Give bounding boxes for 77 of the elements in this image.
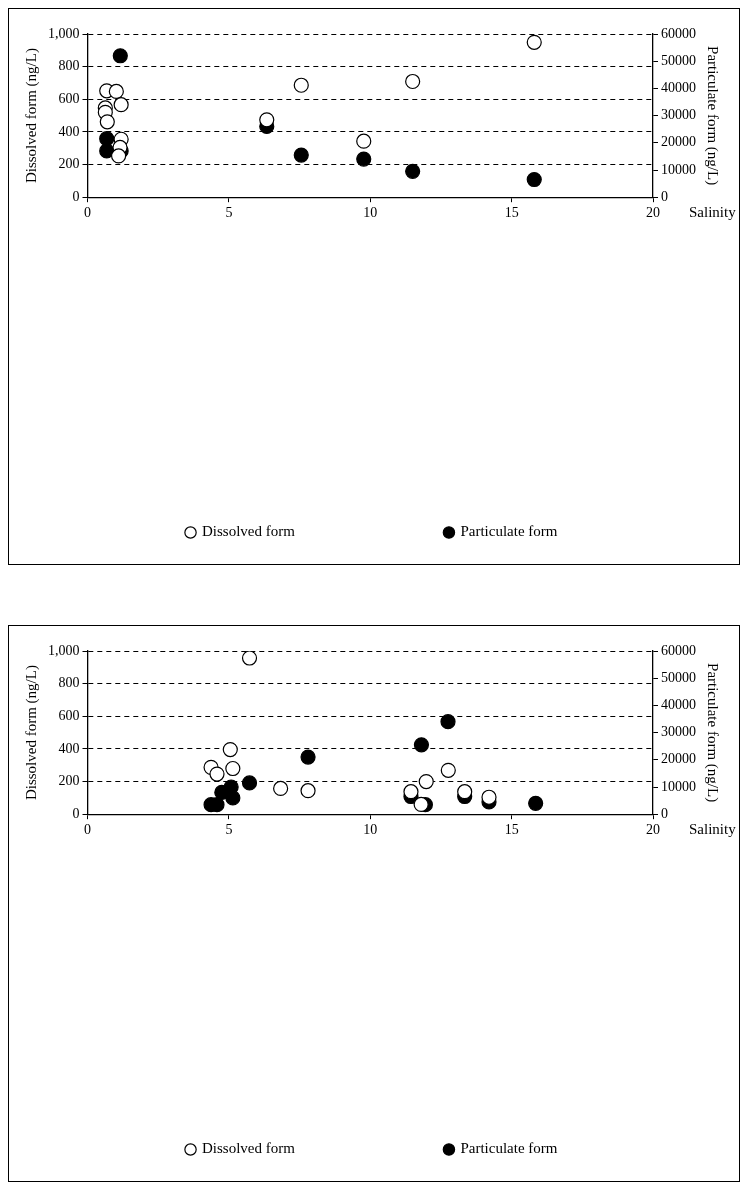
point — [440, 714, 456, 730]
y-tick-label: 200 — [58, 773, 80, 789]
point — [405, 163, 421, 179]
y-axis-title: Dissolved form (ng/L) — [22, 48, 40, 184]
y-tick-label: 800 — [58, 675, 80, 691]
legend-label: Dissolved form — [202, 1140, 296, 1157]
y-tick-label: 600 — [58, 707, 80, 723]
point — [112, 48, 128, 64]
point — [481, 789, 497, 805]
y-tick-label: 400 — [58, 740, 80, 756]
y2-tick-label: 0 — [661, 188, 668, 204]
point — [99, 143, 115, 159]
point — [526, 171, 542, 188]
point — [222, 741, 238, 758]
point — [108, 83, 124, 100]
point — [528, 795, 544, 811]
point — [111, 148, 127, 164]
point — [293, 77, 309, 93]
y2-tick-label: 20000 — [661, 134, 696, 150]
point — [99, 114, 115, 130]
y-tick-label: 200 — [58, 156, 80, 172]
y2-axis-title: Particulate form (ng/L) — [704, 46, 722, 186]
x-tick-label: 5 — [225, 822, 233, 838]
y-tick-label: 0 — [72, 805, 80, 821]
y2-tick-label: 60000 — [661, 25, 696, 41]
y2-tick-label: 0 — [661, 805, 668, 821]
point — [526, 34, 542, 50]
point — [113, 97, 129, 113]
point — [403, 784, 419, 800]
point — [259, 112, 275, 128]
point — [293, 147, 309, 163]
y2-tick-label: 40000 — [661, 697, 696, 713]
legend-label: Particulate form — [460, 523, 558, 540]
point — [300, 783, 316, 799]
point — [225, 760, 241, 777]
point — [418, 773, 434, 790]
y-tick-label: 1,000 — [48, 25, 80, 41]
y2-tick-label: 30000 — [661, 724, 696, 740]
point — [241, 775, 258, 791]
x-axis-title: Salinity — [689, 203, 737, 220]
x-axis-title: Salinity — [689, 820, 737, 837]
point — [225, 790, 241, 806]
y2-tick-label: 20000 — [661, 751, 696, 767]
point — [209, 766, 225, 782]
x-tick-label: 20 — [646, 822, 660, 838]
point — [356, 151, 372, 167]
y-tick-label: 1,000 — [48, 642, 80, 658]
legend-label: Dissolved form — [202, 523, 296, 540]
point — [413, 796, 429, 813]
x-tick-label: 0 — [84, 822, 91, 838]
x-tick-label: 0 — [84, 205, 91, 221]
point — [300, 749, 316, 765]
x-tick-label: 15 — [504, 822, 519, 838]
x-tick-label: 15 — [504, 205, 519, 221]
point — [356, 133, 372, 149]
y-tick-label: 800 — [58, 58, 80, 74]
y2-tick-label: 40000 — [661, 80, 696, 96]
y-tick-label: 400 — [58, 123, 80, 139]
y2-axis-title: Particulate form (ng/L) — [704, 663, 722, 803]
y2-tick-label: 50000 — [661, 669, 696, 685]
legend-label: Particulate form — [460, 1140, 558, 1157]
y2-tick-label: 50000 — [661, 52, 696, 68]
x-tick-label: 10 — [363, 822, 378, 838]
point — [99, 131, 115, 147]
x-tick-label: 10 — [363, 205, 378, 221]
x-tick-label: 20 — [646, 205, 660, 221]
y-tick-label: 600 — [58, 90, 80, 106]
y2-tick-label: 10000 — [661, 161, 696, 177]
y2-tick-label: 30000 — [661, 107, 696, 123]
y-tick-label: 0 — [72, 188, 80, 204]
y2-tick-label: 60000 — [661, 642, 696, 658]
x-tick-label: 5 — [225, 205, 233, 221]
point — [457, 784, 473, 800]
point — [413, 737, 430, 753]
y-axis-title: Dissolved form (ng/L) — [22, 665, 40, 801]
y2-tick-label: 10000 — [661, 778, 696, 794]
point — [440, 762, 456, 778]
